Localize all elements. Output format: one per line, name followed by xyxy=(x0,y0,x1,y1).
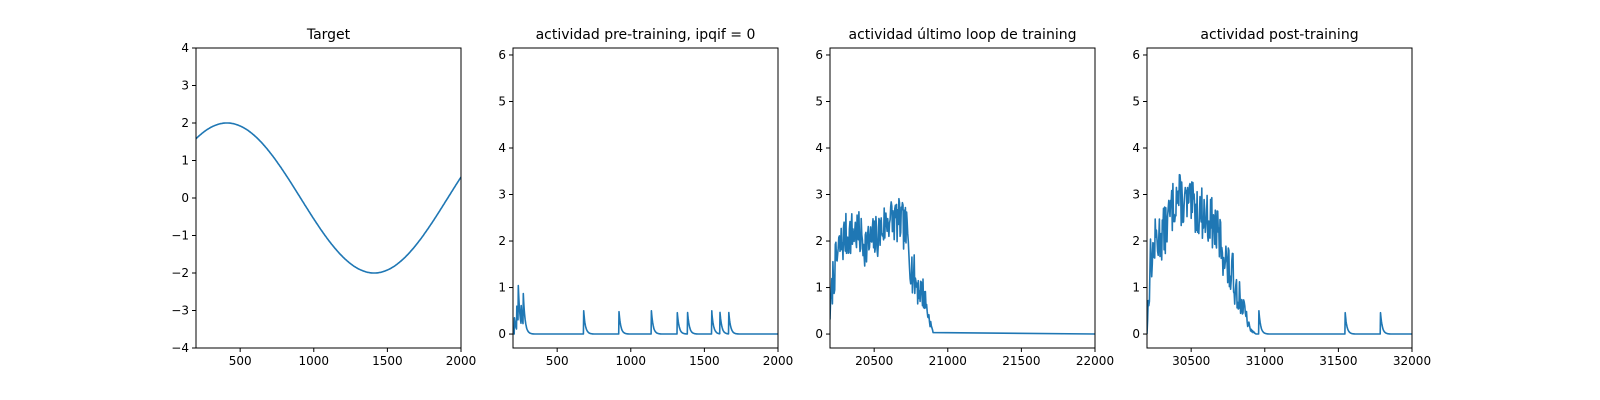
y-tick-label: 4 xyxy=(498,141,506,155)
plot-area: 500 1000 1500 2000 0 1 2 3 4 5 6 xyxy=(498,47,794,368)
y-tick-label: 0 xyxy=(1132,327,1140,341)
y-tick-label: 1 xyxy=(1132,281,1140,295)
x-tick-label: 20500 xyxy=(855,354,893,368)
y-tick-label: −1 xyxy=(171,229,189,243)
x-tick-label: 2000 xyxy=(446,354,477,368)
y-tick-label: 2 xyxy=(815,234,823,248)
panel-title: actividad último loop de training xyxy=(849,27,1077,43)
y-tick-label: 1 xyxy=(498,281,506,295)
y-tick-label: 6 xyxy=(815,48,823,62)
y-tick-label: 6 xyxy=(498,48,506,62)
y-tick-label: 2 xyxy=(498,234,506,248)
panel-last-training-loop: actividad último loop de training 20500 2… xyxy=(815,27,1114,368)
y-tick-label: 2 xyxy=(181,116,189,130)
x-tick-label: 31500 xyxy=(1319,354,1357,368)
panel-post-training: actividad post-training 30500 31000 31500 3… xyxy=(1132,27,1431,368)
series-line xyxy=(1147,173,1412,335)
plot-area: 30500 31000 31500 32000 0 1 2 3 4 5 6 xyxy=(1132,47,1431,368)
x-tick-label: 500 xyxy=(546,354,569,368)
y-tick-label: 0 xyxy=(181,191,189,205)
y-tick-label: 2 xyxy=(1132,234,1140,248)
y-tick-label: 4 xyxy=(181,41,189,55)
panel-title: Target xyxy=(306,27,351,43)
y-tick-label: 5 xyxy=(498,94,506,108)
series-line xyxy=(830,197,1095,335)
y-tick-label: 3 xyxy=(181,79,189,93)
series-line xyxy=(196,122,461,274)
plot-area: 20500 21000 21500 22000 0 1 2 3 4 5 6 xyxy=(815,47,1114,368)
x-tick-label: 1000 xyxy=(299,354,330,368)
panel-target: Target 500 1000 1500 2000 −4 −3 −2 −1 0 1 2 3 4 xyxy=(171,27,476,368)
x-tick-label: 21500 xyxy=(1002,354,1040,368)
y-tick-label: 3 xyxy=(815,188,823,202)
y-tick-label: 4 xyxy=(1132,141,1140,155)
x-tick-label: 1500 xyxy=(372,354,403,368)
y-tick-label: 4 xyxy=(815,141,823,155)
panel-title: actividad post-training xyxy=(1200,27,1358,43)
x-tick-label: 31000 xyxy=(1246,354,1284,368)
panel-pre-training: actividad pre-training, ipqif = 0 500 100… xyxy=(498,27,793,368)
y-tick-label: −2 xyxy=(171,266,189,280)
axes-frame xyxy=(512,47,779,349)
plot-area: 500 1000 1500 2000 −4 −3 −2 −1 0 1 2 3 4 xyxy=(171,41,476,368)
y-tick-label: 1 xyxy=(815,281,823,295)
y-tick-label: 0 xyxy=(498,327,506,341)
x-tick-label: 22000 xyxy=(1076,354,1114,368)
y-tick-label: −3 xyxy=(171,304,189,318)
y-tick-label: 5 xyxy=(1132,94,1140,108)
x-tick-label: 21000 xyxy=(929,354,967,368)
x-tick-label: 500 xyxy=(229,354,252,368)
y-tick-label: 3 xyxy=(498,188,506,202)
x-tick-label: 30500 xyxy=(1172,354,1210,368)
axes-frame xyxy=(829,47,1096,349)
panel-title: actividad pre-training, ipqif = 0 xyxy=(536,27,756,43)
x-tick-label: 1000 xyxy=(616,354,647,368)
x-tick-label: 32000 xyxy=(1393,354,1431,368)
y-tick-label: 5 xyxy=(815,94,823,108)
x-tick-label: 2000 xyxy=(763,354,794,368)
y-tick-label: 3 xyxy=(1132,188,1140,202)
axes-frame xyxy=(1146,47,1413,349)
x-tick-label: 1500 xyxy=(689,354,720,368)
y-tick-label: −4 xyxy=(171,341,189,355)
y-tick-label: 1 xyxy=(181,154,189,168)
y-tick-label: 6 xyxy=(1132,48,1140,62)
series-line xyxy=(513,284,778,335)
y-tick-label: 0 xyxy=(815,327,823,341)
